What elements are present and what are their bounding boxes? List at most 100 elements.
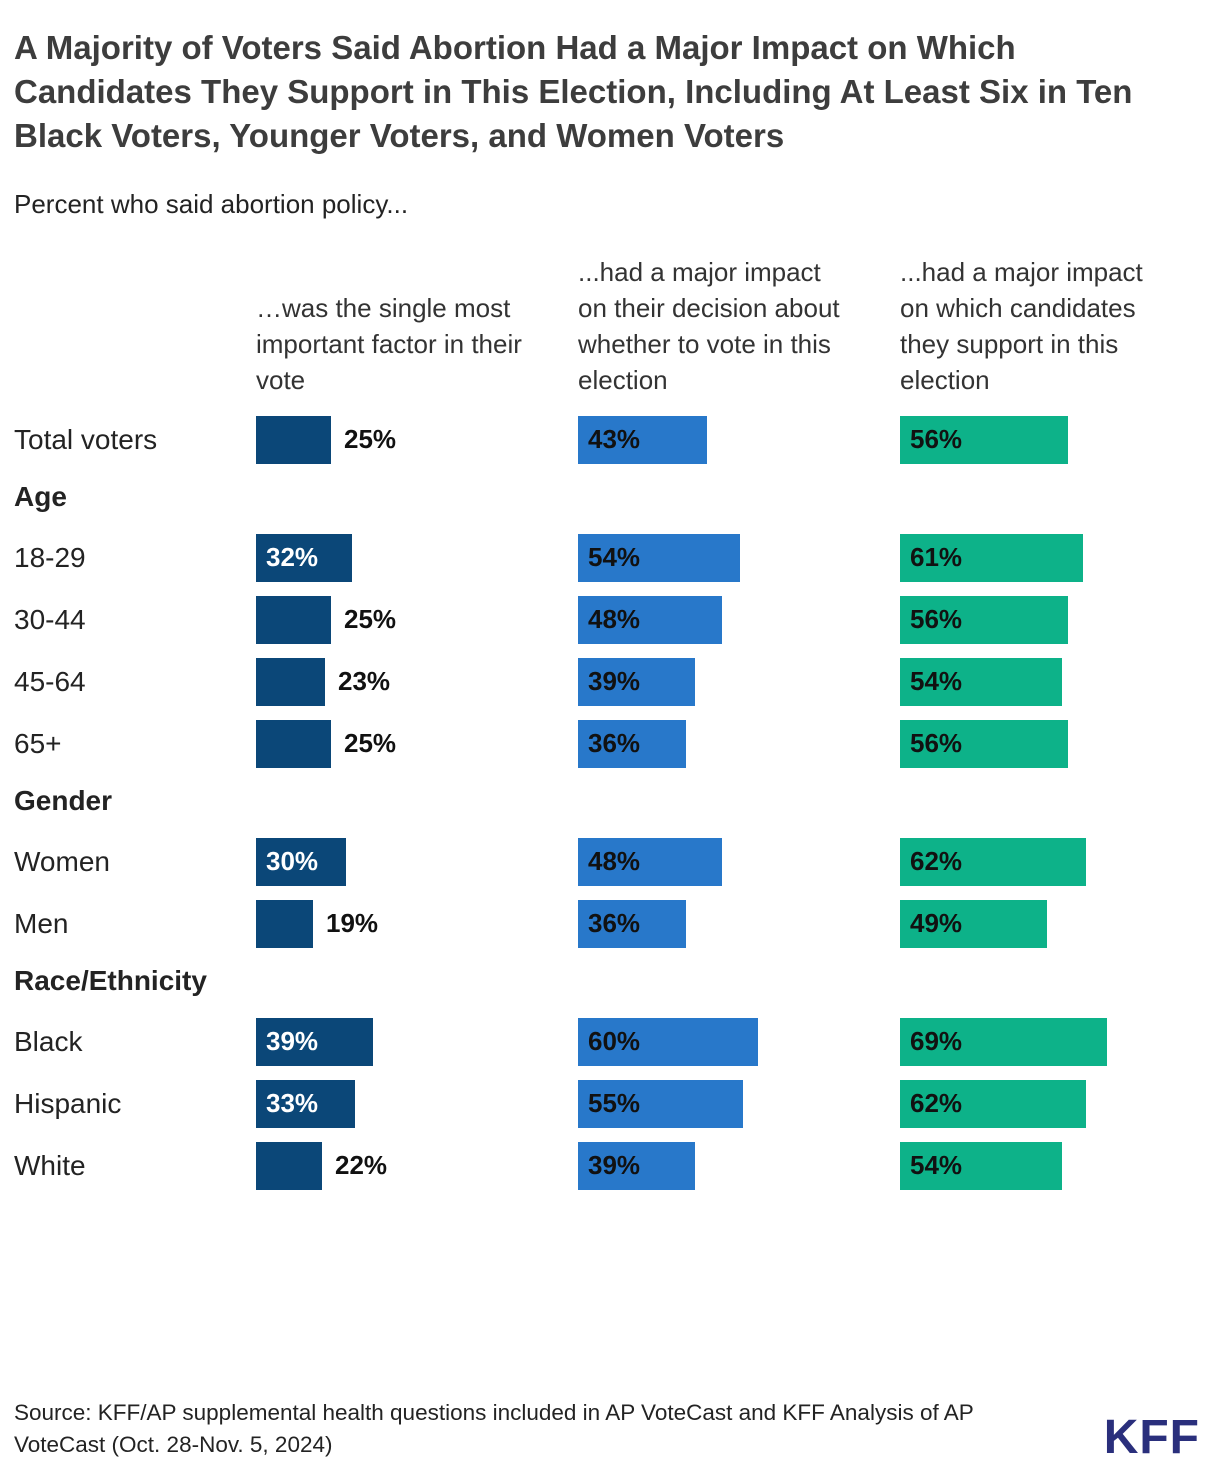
bar-cell: 25% [256,595,578,644]
column-header-impact-on-candidates: ...had a major impact on which candidate… [900,256,1143,395]
chart-row: Men 19% 36% 49% [14,899,1204,948]
bar-cell: 61% [900,533,1204,582]
bar-cell: 62% [900,837,1204,886]
section-header-race-ethnicity: Race/Ethnicity [14,964,207,996]
bar-col3: 56% [900,415,1068,464]
row-label: Hispanic [14,1087,122,1119]
chart-row: 30-44 25% 48% 56% [14,595,1204,644]
bar-value-label: 36% [588,728,641,759]
bar-col2: 36% [578,719,686,768]
bar-cell: 23% [256,657,578,706]
column-header-impact-on-voting: ...had a major impact on their decision … [578,256,840,395]
bar-value-label: 25% [344,728,397,759]
bar-cell: 43% [578,415,900,464]
bar-value-label: 39% [588,666,641,697]
bar-value-label: 55% [588,1088,641,1119]
bar-value-label: 19% [326,908,379,939]
bar-col2: 60% [578,1017,758,1066]
bar-value-label: 39% [588,1150,641,1181]
bar-cell: 69% [900,1017,1204,1066]
row-label: 30-44 [14,603,86,635]
column-header-single-most-important: …was the single most important factor in… [256,292,522,395]
source-note: Source: KFF/AP supplemental health quest… [14,1399,974,1458]
bar-cell: 33% [256,1079,578,1128]
bar-cell: 25% [256,415,578,464]
bar-cell: 54% [900,657,1204,706]
row-label: Black [14,1025,83,1057]
bar-value-label: 22% [335,1150,388,1181]
bar-col3: 62% [900,1079,1086,1128]
bar-cell: 48% [578,837,900,886]
bar-col2: 43% [578,415,707,464]
row-label: Total voters [14,423,158,455]
chart-subtitle: Percent who said abortion policy... [14,188,409,219]
bar-col1 [256,719,331,768]
chart-row: Women 30% 48% 62% [14,837,1204,886]
bar-col2: 55% [578,1079,743,1128]
bar-col2: 48% [578,595,722,644]
row-label: Men [14,907,69,939]
bar-col3: 61% [900,533,1083,582]
bar-cell: 56% [900,719,1204,768]
bar-col2: 39% [578,657,695,706]
bar-cell: 30% [256,837,578,886]
bar-value-label: 62% [910,1088,963,1119]
bar-col1: 39% [256,1017,373,1066]
bar-cell: 36% [578,899,900,948]
bar-cell: 49% [900,899,1204,948]
bar-cell: 56% [900,595,1204,644]
bar-value-label: 48% [588,604,641,635]
bar-cell: 19% [256,899,578,948]
bar-col1 [256,415,331,464]
bar-cell: 62% [900,1079,1204,1128]
bar-cell: 22% [256,1141,578,1190]
bar-col1: 32% [256,533,352,582]
bar-value-label: 54% [910,1150,963,1181]
section-header-age: Age [14,480,67,512]
column-headers: …was the single most important factor in… [14,254,1204,398]
bar-cell: 39% [256,1017,578,1066]
bar-value-label: 62% [910,846,963,877]
bar-col1 [256,1141,322,1190]
bar-col3: 69% [900,1017,1107,1066]
bar-col2: 39% [578,1141,695,1190]
bar-cell: 39% [578,657,900,706]
chart-row: 65+ 25% 36% 56% [14,719,1204,768]
bar-cell: 36% [578,719,900,768]
bar-col3: 54% [900,657,1062,706]
row-label: Women [14,845,110,877]
bar-cell: 25% [256,719,578,768]
bar-cell: 32% [256,533,578,582]
bar-col1 [256,899,313,948]
bar-value-label: 56% [910,604,963,635]
row-label: 45-64 [14,665,86,697]
chart-row: 45-64 23% 39% 54% [14,657,1204,706]
bar-value-label: 25% [344,424,397,455]
bar-cell: 56% [900,415,1204,464]
bar-value-label: 39% [266,1026,319,1057]
bar-col2: 54% [578,533,740,582]
bar-col3: 49% [900,899,1047,948]
bar-value-label: 61% [910,542,963,573]
bar-value-label: 48% [588,846,641,877]
bar-cell: 54% [578,533,900,582]
bar-value-label: 25% [344,604,397,635]
bar-cell: 54% [900,1141,1204,1190]
bar-value-label: 56% [910,424,963,455]
chart-row: Hispanic 33% 55% 62% [14,1079,1204,1128]
row-label: White [14,1149,86,1181]
bar-col3: 54% [900,1141,1062,1190]
bar-value-label: 33% [266,1088,319,1119]
chart-row: Total voters 25% 43% 56% [14,415,1204,464]
bar-value-label: 43% [588,424,641,455]
kff-logo: KFF [1103,1411,1200,1464]
bar-cell: 60% [578,1017,900,1066]
bar-value-label: 23% [338,666,391,697]
chart-title: A Majority of Voters Said Abortion Had a… [14,29,1133,155]
bar-col1 [256,595,331,644]
chart-row: White 22% 39% 54% [14,1141,1204,1190]
section-header-gender: Gender [14,784,113,816]
chart-rows: Total voters 25% 43% 56% Age 18-29 32% 54% 61% 30… [14,415,1204,1190]
bar-value-label: 30% [266,846,319,877]
